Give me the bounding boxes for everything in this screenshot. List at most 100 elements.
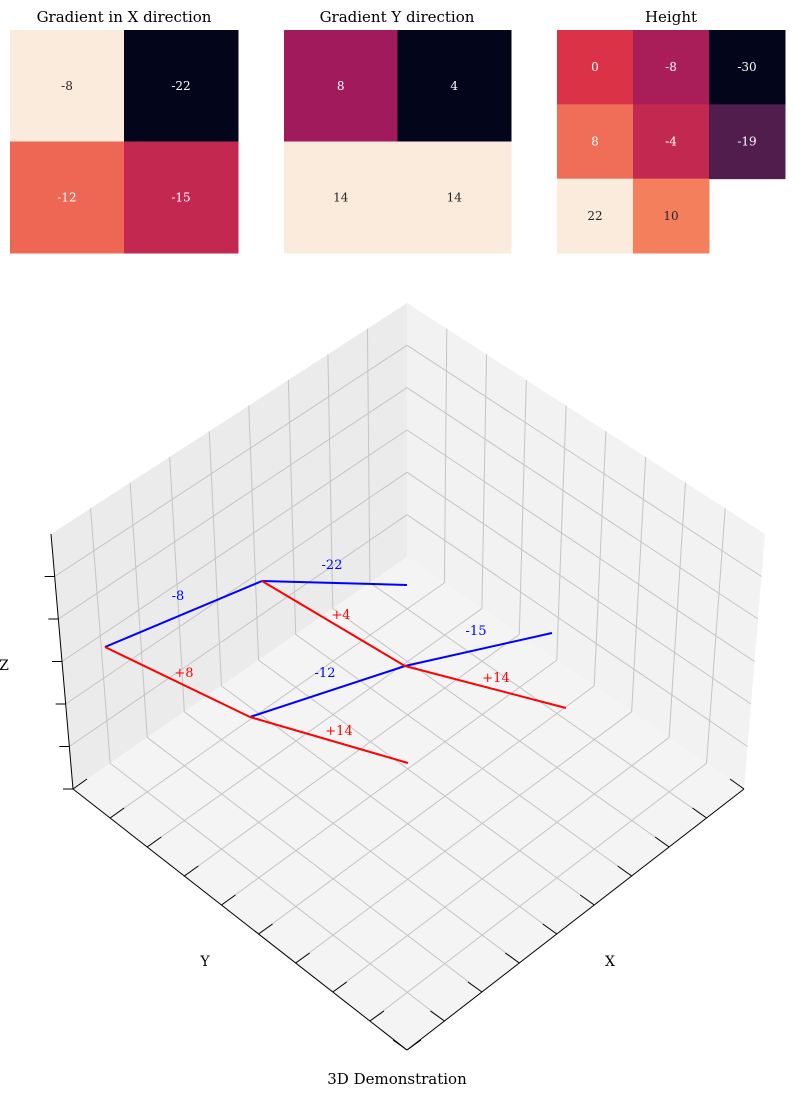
grid-line [184,633,520,877]
heatmap-y-title: Gradient Y direction [320,8,475,26]
axis-tick [295,952,310,964]
axis-tick [692,807,707,819]
heatmap-cell [709,104,786,180]
grid-line [332,737,670,993]
axis-tick [392,1039,408,1051]
heatmap-cell-label: 14 [447,190,463,204]
y-axis-label: Y [199,954,210,970]
axis-tick [184,865,199,877]
x-gradient-segment [104,580,263,648]
pane-floor [73,557,744,1050]
axis-tick [406,1039,422,1051]
heatmap-cell [10,141,125,254]
heatmap-cell [557,104,634,180]
heatmap-cell-label: 0 [591,60,599,74]
grid-line [406,344,762,577]
y-gradient-segment [104,646,251,718]
axis-tick [258,923,273,935]
heatmap-height-title: Height [645,8,697,26]
heatmap-cell-label: 4 [450,79,458,93]
grid-line [109,762,445,1022]
axis-tick [467,981,483,993]
heatmap-x-title: Gradient in X direction [37,8,212,26]
heatmap-height: 0 -8 -30 8 -4 -19 22 10 [557,30,786,254]
grid-line [58,387,408,620]
heatmap-cell-label: 14 [333,190,349,204]
axes-3d: -8 -22 -12 -15 +8 +4 +14 +14 X Y Z 3D Demonstra… [0,303,765,1088]
z-axis-label: Z [0,658,9,674]
y-gradient-label: +4 [331,608,350,623]
heatmap-cell [557,178,634,254]
axis-tick [109,807,125,819]
heatmap-cell-label: -8 [665,60,677,74]
axis-tick [579,894,595,906]
heatmap-cell [633,30,710,105]
x-gradient-label: -22 [322,558,343,573]
heatmap-cell [397,141,512,254]
y-axis-line [72,788,408,1051]
heatmap-cell-label: -8 [61,79,73,93]
y-gradient-label: +8 [174,666,193,681]
heatmap-cell [10,30,125,142]
heatmap-cell [284,30,398,142]
heatmap-cell-label: -19 [737,135,756,149]
grid-line [184,711,520,964]
x-axis-line [406,788,745,1051]
grid-line [369,762,707,1022]
grid-line [221,685,558,935]
heatmap-cell [284,141,398,254]
x-axis-label: X [605,954,615,970]
grid-line [61,429,408,662]
grid-line [406,429,755,662]
axis-tick [221,894,236,906]
chart-3d-title: 3D Demonstration [327,1070,467,1088]
axis-tick [617,865,632,877]
heatmap-cell-label: 22 [587,209,602,223]
axis-tick [72,778,88,790]
grid-line [406,387,759,620]
x-gradient-label: -8 [172,589,185,604]
grid-line [221,659,558,906]
axis-tick [369,1010,385,1022]
grid-line [65,471,408,705]
y-gradient-label: +14 [482,671,509,686]
grid-line [295,633,632,877]
heatmap-cell [124,141,239,254]
axis-tick [654,836,670,848]
heatmap-cell-label: -15 [171,190,190,204]
y-gradient-segment [404,665,567,709]
grid-line [258,685,595,935]
grid-lines [54,328,762,1022]
x-gradient-segment [404,632,553,667]
heatmap-gradient-y: 8 4 14 14 [284,30,512,254]
grid-line [69,514,408,747]
heatmap-cell [633,104,710,180]
grid-line [295,711,632,964]
heatmap-cell-label: -30 [737,60,756,74]
y-gradient-label: +14 [325,724,352,739]
heatmap-cell-label: -4 [665,135,677,149]
heatmap-cell [557,30,634,105]
heatmap-cell-label: -22 [171,79,190,93]
grid-line [146,608,483,848]
heatmap-cell [709,30,786,105]
y-gradient-segment [249,716,409,764]
grid-line [54,344,408,577]
axis-tick [332,981,348,993]
grid-line [109,582,445,819]
heatmap-cell [397,30,512,142]
pane-right [407,303,765,789]
heatmap-cell-label: 8 [337,79,345,93]
grid-line [406,514,748,747]
x-gradient-label: -15 [466,624,487,639]
axis-tick [146,836,162,848]
x-gradient-label: -12 [315,666,336,681]
grid-line [146,737,483,993]
grid-line [258,659,595,906]
heatmap-cell-label: 10 [663,209,678,223]
axis-tick [505,952,520,964]
axis-tick [729,778,745,790]
grid-line [406,471,752,705]
axis-tick [430,1010,445,1022]
